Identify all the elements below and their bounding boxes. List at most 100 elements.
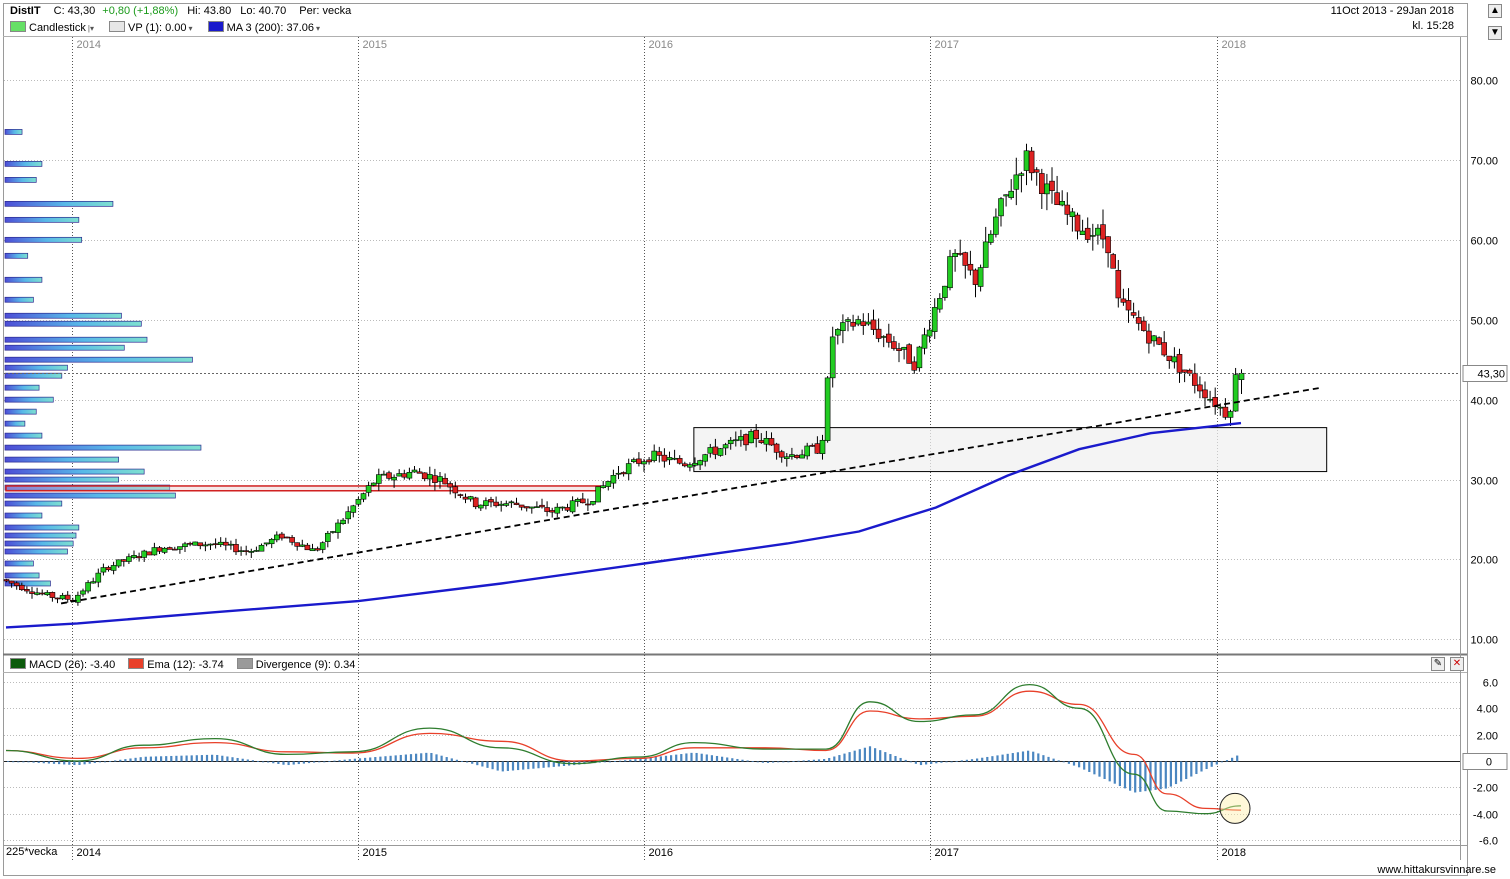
candle-up — [840, 322, 846, 332]
legend-ema[interactable]: Ema (12): -3.74 — [128, 658, 224, 671]
candle-up — [559, 506, 566, 509]
divergence-bar — [761, 761, 764, 763]
candle-up — [942, 285, 948, 298]
candle-down — [967, 263, 974, 271]
candle-up — [80, 590, 86, 595]
divergence-bar — [700, 753, 703, 762]
divergence-bar — [619, 760, 622, 762]
candle-down — [911, 361, 918, 371]
divergence-bar — [746, 760, 749, 762]
candle-up — [299, 544, 306, 547]
settings-icon[interactable]: ✎ — [1431, 657, 1445, 671]
divergence-bar — [823, 759, 826, 762]
candle-down — [212, 543, 219, 545]
legend-macd[interactable]: MACD (26): -3.40 — [10, 658, 115, 671]
divergence-bar — [996, 755, 999, 762]
divergence-bar — [491, 761, 494, 770]
divergence-bar — [73, 761, 76, 766]
candle-up — [1013, 174, 1020, 190]
candle-up — [947, 256, 953, 289]
candle-up — [692, 462, 698, 466]
divergence-bar — [721, 756, 724, 762]
volume-profile-bar — [4, 384, 40, 391]
chevron-down-icon[interactable]: |▾ — [87, 24, 94, 33]
candle-down — [54, 597, 61, 600]
divergence-bar — [736, 758, 739, 762]
divergence-bar — [690, 752, 693, 762]
candle-up — [880, 336, 887, 338]
divergence-bar — [1154, 761, 1157, 790]
volume-profile-bar — [4, 500, 63, 507]
chevron-down-icon[interactable]: ▾ — [316, 24, 321, 33]
volume-profile-bar — [4, 456, 119, 463]
candle-down — [1100, 224, 1106, 240]
year-label-top: 2017 — [935, 39, 959, 51]
candle-down — [646, 459, 652, 463]
candle-up — [1069, 211, 1076, 218]
change-value: +0,80 (+1,88%) — [102, 5, 179, 17]
divergence-bar — [685, 753, 688, 762]
divergence-bar — [532, 761, 535, 769]
symbol: DistIT — [10, 5, 41, 17]
divergence-bar — [236, 757, 239, 762]
scroll-up-button[interactable]: ▲ — [1488, 4, 1502, 18]
legend-ma[interactable]: MA 3 (200): 37.06 ▾ — [207, 21, 321, 34]
candle-up — [799, 454, 805, 459]
candle-up — [707, 447, 714, 454]
candle-down — [432, 475, 438, 483]
legend-ma-label: MA 3 (200): 37.06 — [226, 22, 315, 34]
candle-down — [814, 443, 821, 454]
divergence-bar — [231, 757, 234, 762]
scroll-down-button[interactable]: ▼ — [1488, 26, 1502, 40]
legend-vp[interactable]: VP (1): 0.00 ▾ — [109, 21, 193, 34]
candle-up — [834, 329, 841, 336]
volume-profile-bar — [4, 344, 125, 351]
ma-swatch — [207, 21, 224, 32]
legend-candles[interactable]: Candlestick |▾ — [10, 21, 94, 34]
high-label: Hi: — [187, 5, 201, 17]
candles-swatch — [10, 21, 26, 32]
divergence-bar — [277, 761, 280, 764]
candle-down — [906, 344, 913, 364]
candle-up — [534, 506, 540, 508]
candle-up — [901, 346, 907, 350]
divergence-bar — [1159, 761, 1162, 790]
divergence-bar — [1108, 761, 1111, 782]
divergence-bar — [1215, 761, 1218, 765]
candle-up — [554, 506, 561, 514]
candle-up — [916, 346, 923, 369]
divergence-bar — [1134, 761, 1137, 793]
divergence-bar — [1093, 761, 1096, 775]
candle-down — [1176, 354, 1183, 373]
candle-up — [161, 547, 168, 553]
chevron-down-icon[interactable]: ▾ — [188, 24, 193, 33]
candle-up — [1227, 411, 1234, 418]
divergence-bar — [874, 748, 877, 762]
candle-down — [197, 542, 204, 547]
divergence-bar — [425, 752, 428, 762]
divergence-bar — [47, 761, 50, 764]
divergence-bar — [200, 755, 203, 762]
divergence-bar — [772, 761, 775, 763]
divergence-bar — [833, 756, 836, 762]
divergence-bar — [511, 761, 515, 771]
divergence-bar — [313, 761, 316, 763]
divergence-bar — [731, 758, 734, 762]
divergence-bar — [160, 756, 163, 762]
candle-up — [936, 298, 943, 310]
candle-up — [355, 499, 362, 505]
legend-divergence[interactable]: Divergence (9): 0.34 — [236, 658, 355, 671]
candle-up — [569, 500, 576, 513]
candle-up — [590, 501, 596, 505]
candle-down — [896, 348, 902, 351]
candle-up — [651, 450, 658, 461]
divergence-bar — [466, 761, 469, 763]
candle-down — [223, 541, 229, 546]
close-icon[interactable]: ✕ — [1450, 657, 1464, 671]
candle-up — [34, 592, 40, 595]
divergence-bar — [1032, 751, 1035, 762]
candle-down — [778, 451, 785, 458]
divergence-bar — [695, 752, 698, 762]
candle-up — [987, 233, 994, 243]
